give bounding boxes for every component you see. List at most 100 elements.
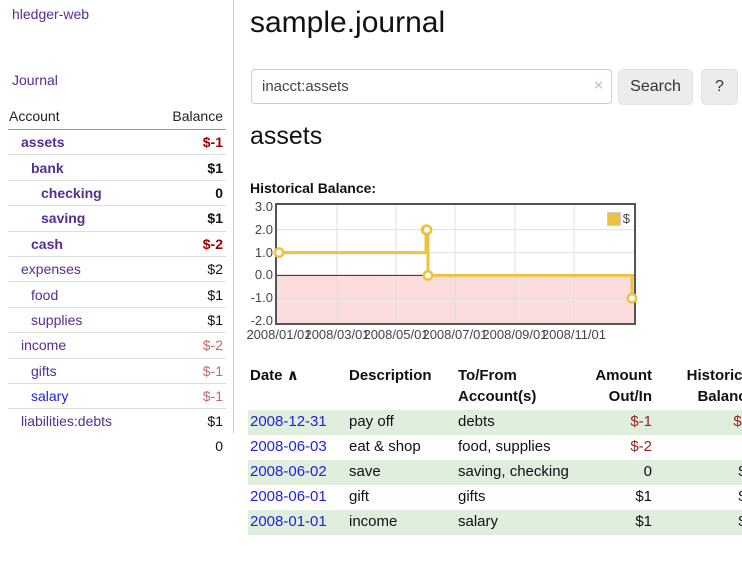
transaction-date-link[interactable]: 2008-06-01 (250, 488, 327, 505)
search-box: × (251, 69, 612, 104)
balance-chart: $ (273, 203, 638, 325)
sidebar-account-link-saving[interactable]: saving (41, 210, 86, 227)
page-title: sample.journal (250, 6, 446, 39)
account-balance: $-1 (202, 134, 223, 151)
txn-description-cell: eat & shop (349, 438, 421, 455)
account-row: liabilities:debts $1 (8, 408, 226, 434)
txn-balance-cell: 0 (654, 435, 742, 460)
legend-swatch-icon (606, 211, 621, 226)
transaction-date-link[interactable]: 2008-06-03 (250, 438, 327, 455)
sort-ascending-icon[interactable]: ∧ (286, 367, 299, 384)
sidebar-account-link-liabilities-debts[interactable]: liabilities:debts (21, 413, 113, 430)
txn-accounts-cell: debts (458, 413, 495, 430)
sidebar-account-link-assets[interactable]: assets (21, 134, 65, 151)
account-heading: assets (250, 122, 323, 150)
txn-amount-cell: $-1 (630, 413, 652, 430)
accounts-table: Account Balance assets $-1 bank $1 checking 0… (8, 102, 226, 458)
accounts-total-value: 0 (215, 437, 223, 454)
account-balance: $-1 (150, 357, 226, 384)
txn-balance-cell: $2 (654, 460, 742, 485)
txn-amount-cell: $1 (635, 488, 652, 505)
txn-description-cell: income (349, 513, 398, 530)
search-input[interactable] (251, 69, 612, 104)
account-row: expenses $2 (8, 255, 226, 282)
sidebar-account-link-salary[interactable]: salary (31, 388, 69, 405)
chart-legend: $ (605, 211, 631, 226)
transactions-header-row: Date ∧ Description To/From Account(s) Am… (248, 362, 742, 410)
sidebar-account-link-supplies[interactable]: supplies (31, 311, 83, 328)
col-date-label: Date (250, 367, 283, 384)
clear-search-icon[interactable]: × (594, 77, 603, 94)
account-row: saving $1 (8, 205, 226, 232)
y-tick-label: -1.0 (250, 290, 273, 306)
txn-accounts-cell: saving, checking (458, 463, 569, 480)
sidebar-account-link-bank[interactable]: bank (31, 159, 64, 176)
account-balance: $1 (150, 281, 226, 308)
transaction-row: 2008-06-02 save saving, checking 0$2 (248, 460, 742, 485)
txn-date-cell: 2008-06-01 (248, 485, 347, 510)
account-balance: $1 (150, 408, 226, 434)
x-tick-label: 2008/03/01 (304, 327, 370, 342)
chart-title: Historical Balance: (250, 180, 377, 196)
accounts-header-account: Account (8, 102, 151, 130)
x-tick-label: 2008/11/01 (541, 327, 607, 342)
account-row: checking 0 (8, 179, 226, 206)
account-balance: $2 (150, 255, 226, 282)
nav-journal-link[interactable]: Journal (12, 72, 58, 88)
account-row: income $-2 (8, 332, 226, 359)
txn-date-cell: 2008-01-01 (248, 510, 347, 535)
search-button[interactable]: Search (618, 69, 693, 105)
sidebar: hledger-web Journal Account Balance asse… (0, 0, 233, 582)
txn-balance-cell: $1 (654, 510, 742, 535)
col-amount: Amount Out/In (595, 367, 652, 405)
sidebar-account-link-gifts[interactable]: gifts (31, 362, 57, 379)
txn-description-cell: gift (349, 488, 370, 505)
brand-link[interactable]: hledger-web (12, 6, 90, 22)
sidebar-account-link-cash[interactable]: cash (31, 235, 63, 252)
txn-accounts-cell: food, supplies (458, 438, 551, 455)
account-row: cash $-2 (8, 230, 226, 257)
help-button[interactable]: ? (701, 69, 738, 105)
account-row: gifts $-1 (8, 357, 226, 384)
col-date[interactable]: Date ∧ (248, 362, 347, 410)
account-row: supplies $1 (8, 306, 226, 333)
transaction-date-link[interactable]: 2008-06-02 (250, 463, 327, 480)
main-content: sample.journal × Search ? assets Histori… (246, 0, 742, 582)
col-balance: Historical Balance (686, 367, 742, 405)
txn-accounts-cell: gifts (458, 488, 486, 505)
txn-date-cell: 2008-06-03 (248, 435, 347, 460)
account-row: assets $-1 (8, 130, 226, 155)
txn-balance-cell: $2 (654, 485, 742, 510)
account-balance: $1 (150, 205, 226, 232)
y-tick-label: 3.0 (254, 199, 273, 214)
y-tick-label: 2.0 (254, 221, 273, 237)
sidebar-account-link-checking[interactable]: checking (41, 184, 102, 201)
legend-label: $ (622, 211, 630, 226)
txn-amount-cell: $-2 (630, 438, 652, 455)
txn-description-cell: save (349, 463, 381, 480)
txn-balance-cell: $-1 (733, 413, 742, 430)
account-row: salary $-1 (8, 382, 226, 409)
y-tick-label: -2.0 (250, 313, 273, 328)
sidebar-account-link-food[interactable]: food (31, 286, 59, 303)
transactions-table: Date ∧ Description To/From Account(s) Am… (248, 362, 742, 535)
account-balance: $1 (150, 154, 226, 181)
account-balance: $1 (150, 306, 226, 333)
sidebar-account-link-income[interactable]: income (21, 337, 67, 354)
transaction-date-link[interactable]: 2008-12-31 (250, 413, 327, 430)
accounts-header-balance: Balance (150, 102, 226, 130)
txn-description-cell: pay off (349, 413, 394, 430)
x-tick-label: 2008/09/01 (482, 327, 548, 342)
txn-accounts-cell: salary (458, 513, 499, 530)
account-row: food $1 (8, 281, 226, 308)
col-accounts: To/From Account(s) (458, 367, 537, 405)
sidebar-account-link-expenses[interactable]: expenses (21, 261, 81, 278)
x-tick-label: 2008/07/01 (422, 327, 488, 342)
col-description: Description (349, 367, 432, 384)
txn-amount-cell: 0 (643, 463, 652, 480)
y-tick-label: 0.0 (254, 267, 273, 283)
account-row: bank $1 (8, 154, 226, 181)
accounts-total-row: 0 (8, 434, 226, 458)
transaction-row: 2008-06-01 gift gifts $1$2 (248, 485, 742, 510)
transaction-date-link[interactable]: 2008-01-01 (250, 513, 327, 530)
